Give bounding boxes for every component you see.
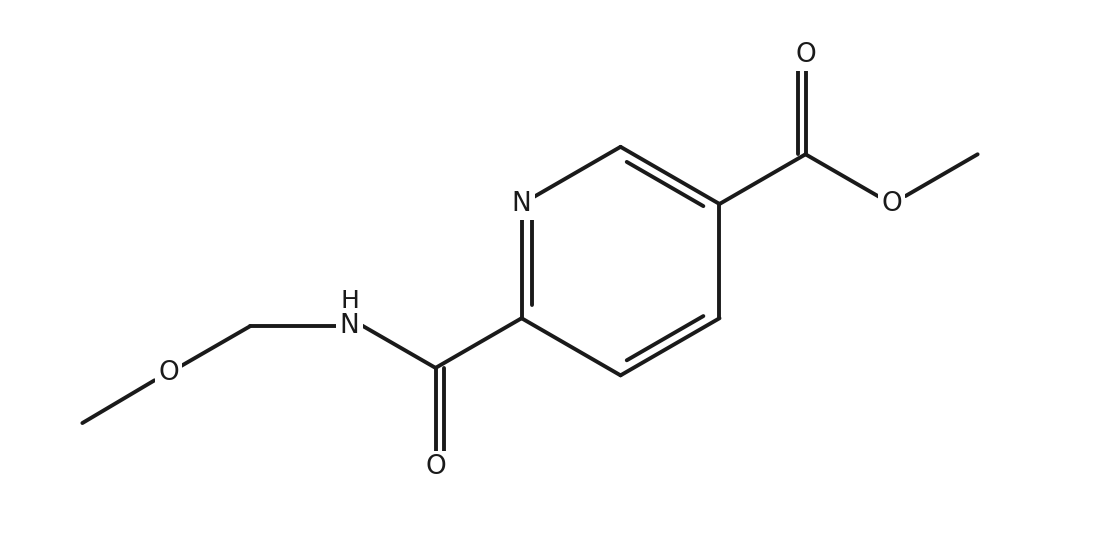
Text: N: N	[339, 313, 359, 339]
Text: O: O	[882, 191, 901, 217]
Text: O: O	[796, 42, 815, 68]
Text: H: H	[341, 289, 359, 314]
Text: O: O	[425, 454, 446, 480]
Text: O: O	[158, 360, 179, 386]
Text: N: N	[511, 191, 531, 217]
